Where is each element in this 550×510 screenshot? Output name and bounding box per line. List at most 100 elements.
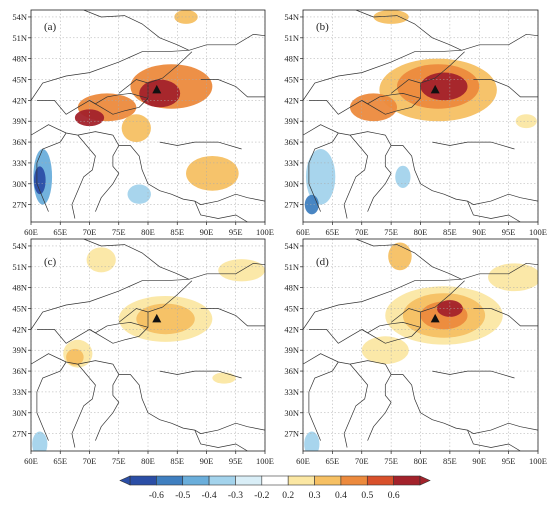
y-tick-label: 33N bbox=[284, 387, 299, 397]
x-tick-label: 60E bbox=[296, 227, 310, 237]
country-border bbox=[83, 10, 190, 51]
country-border bbox=[308, 100, 362, 115]
y-axis-ticks-c: 27N 30N 33N 36N 39N 42N 45N 48N 51N 54N bbox=[12, 241, 31, 439]
colorbar-label: 0.3 bbox=[309, 491, 321, 501]
anomaly-blob bbox=[121, 114, 151, 143]
country-border bbox=[31, 33, 265, 101]
country-border bbox=[390, 79, 421, 94]
anomaly-blob bbox=[32, 431, 48, 451]
y-tick-label: 45N bbox=[12, 75, 27, 85]
country-border bbox=[95, 374, 120, 441]
x-tick-label: 100E bbox=[529, 227, 547, 237]
y-tick-label: 48N bbox=[284, 283, 299, 293]
y-tick-label: 39N bbox=[284, 116, 299, 126]
x-tick-label: 70E bbox=[83, 456, 97, 466]
colorbar-swatch bbox=[340, 475, 368, 486]
x-tick-label: 80E bbox=[141, 227, 155, 237]
y-tick-label: 42N bbox=[12, 324, 27, 334]
country-border bbox=[355, 10, 462, 51]
x-tick-label: 85E bbox=[170, 456, 184, 466]
map-panel-c: 60E 65E 70E 75E 80E 85E 90E 95E 100E 27N 30N 33N 36… bbox=[12, 238, 274, 466]
country-border bbox=[343, 134, 368, 219]
country-border bbox=[473, 308, 538, 327]
triangle-marker-c bbox=[152, 313, 162, 323]
country-border bbox=[361, 280, 465, 344]
x-tick-label: 90E bbox=[200, 456, 214, 466]
anomaly-blob bbox=[74, 109, 105, 127]
country-border bbox=[303, 33, 538, 101]
y-tick-label: 42N bbox=[284, 95, 299, 105]
gridlines-b bbox=[303, 10, 538, 222]
y-tick-label: 54N bbox=[12, 241, 27, 251]
country-border bbox=[308, 132, 339, 212]
y-tick-label: 42N bbox=[284, 324, 299, 334]
y-tick-label: 33N bbox=[12, 158, 27, 168]
x-tick-label: 90E bbox=[200, 227, 214, 237]
y-tick-label: 39N bbox=[12, 345, 27, 355]
x-tick-label: 65E bbox=[326, 227, 340, 237]
gridlines-d bbox=[303, 239, 538, 451]
country-border bbox=[112, 363, 265, 434]
borders-c bbox=[31, 239, 265, 451]
triangle-marker-a bbox=[152, 84, 162, 94]
anomaly-blob bbox=[86, 247, 116, 273]
colorbar-swatch bbox=[366, 475, 394, 486]
y-tick-label: 45N bbox=[284, 304, 299, 314]
x-tick-label: 60E bbox=[296, 456, 310, 466]
y-tick-label: 36N bbox=[284, 137, 299, 147]
x-tick-label: 95E bbox=[229, 456, 243, 466]
y-tick-label: 27N bbox=[12, 200, 27, 210]
borders-d bbox=[303, 239, 538, 451]
y-tick-label: 39N bbox=[12, 116, 27, 126]
colorbar-swatch bbox=[314, 475, 342, 486]
country-border bbox=[367, 145, 392, 212]
anomaly-field-c bbox=[32, 247, 265, 451]
x-tick-label: 60E bbox=[24, 456, 38, 466]
y-tick-label: 27N bbox=[12, 429, 27, 439]
panel-label-b: (b) bbox=[316, 21, 329, 33]
colorbar: -0.6 -0.5 -0.4 -0.3 -0.2 0.2 0.3 0.4 0.5 0.6 bbox=[119, 475, 431, 501]
anomaly-field-d bbox=[304, 242, 538, 451]
y-tick-label: 36N bbox=[284, 366, 299, 376]
country-border bbox=[89, 93, 149, 105]
country-border bbox=[71, 363, 96, 448]
country-border bbox=[89, 322, 149, 334]
country-border bbox=[36, 329, 90, 344]
y-tick-label: 36N bbox=[12, 366, 27, 376]
x-tick-label: 70E bbox=[83, 227, 97, 237]
anomaly-blob bbox=[420, 72, 468, 101]
x-tick-label: 75E bbox=[384, 227, 398, 237]
map-panel-a: 60E 65E 70E 75E 80E 85E 90E 95E 100E 27N 30N 33N 36… bbox=[12, 9, 274, 237]
colorbar-label: -0.2 bbox=[254, 491, 269, 501]
colorbar-swatch bbox=[182, 475, 210, 486]
country-border bbox=[36, 361, 67, 441]
anomaly-blob bbox=[388, 242, 412, 271]
x-tick-label: 65E bbox=[326, 456, 340, 466]
country-border bbox=[118, 79, 149, 94]
y-tick-label: 33N bbox=[284, 158, 299, 168]
x-axis-ticks-d: 60E 65E 70E 75E 80E 85E 90E 95E 100E bbox=[296, 451, 547, 466]
country-border bbox=[308, 361, 339, 441]
y-tick-label: 54N bbox=[284, 241, 299, 251]
colorbar-label: -0.4 bbox=[202, 491, 217, 501]
x-tick-label: 70E bbox=[355, 227, 369, 237]
country-border bbox=[31, 262, 265, 330]
country-border bbox=[384, 134, 538, 205]
y-axis-ticks-d: 27N 30N 33N 36N 39N 42N 45N 48N 51N 54N bbox=[284, 241, 303, 439]
y-tick-label: 45N bbox=[12, 304, 27, 314]
country-border bbox=[31, 124, 113, 136]
anomaly-blob bbox=[395, 165, 411, 188]
country-border bbox=[432, 141, 515, 150]
country-border bbox=[467, 429, 521, 451]
colorbar-label: 0.2 bbox=[282, 491, 294, 501]
country-border bbox=[159, 141, 242, 150]
country-border bbox=[432, 370, 515, 379]
colorbar-label: 0.4 bbox=[335, 491, 347, 501]
anomaly-blob bbox=[186, 155, 239, 191]
y-tick-label: 48N bbox=[284, 54, 299, 64]
x-tick-label: 65E bbox=[53, 456, 67, 466]
x-tick-label: 75E bbox=[112, 227, 126, 237]
panel-label-a: (a) bbox=[44, 21, 57, 33]
country-border bbox=[343, 363, 368, 448]
y-tick-label: 30N bbox=[284, 408, 299, 418]
